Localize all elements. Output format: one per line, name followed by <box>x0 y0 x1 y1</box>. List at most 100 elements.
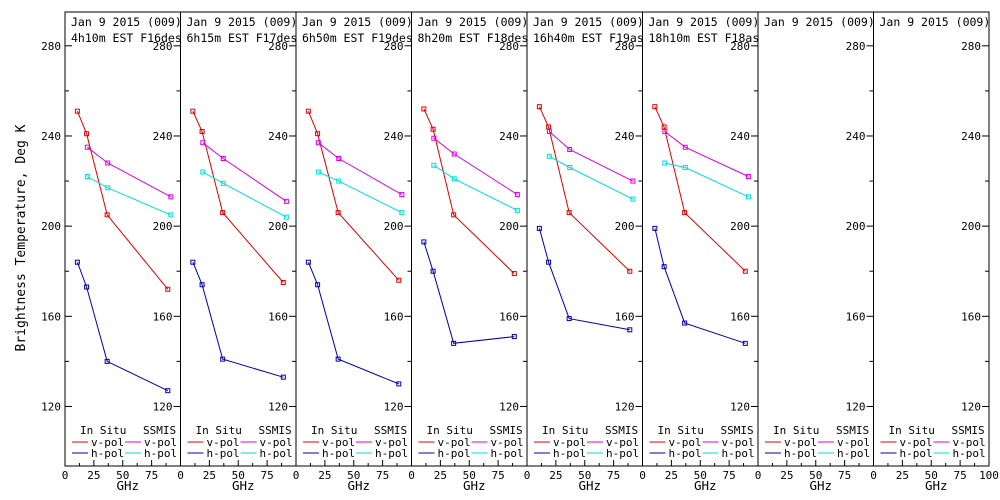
x-tick-label: 0 <box>870 469 877 482</box>
data-point-ssmis_v <box>399 192 405 198</box>
series-group <box>190 108 289 380</box>
data-point-ssmis_v <box>630 178 636 184</box>
y-tick-label: 200 <box>384 220 404 233</box>
y-tick-label: 120 <box>730 400 750 413</box>
legend-label-ssmis-h: h-pol <box>606 447 639 460</box>
data-point-in_situ_v <box>566 210 572 216</box>
legend-label-ssmis-v: v-pol <box>606 436 639 449</box>
y-tick-label: 200 <box>846 220 866 233</box>
legend-label-ssmis-v: v-pol <box>260 436 293 449</box>
legend-label-ssmis-h: h-pol <box>144 447 177 460</box>
data-point-in_situ_v <box>190 108 196 114</box>
panel-5: Jan 9 2015 (009) 16h40m EST F19asc 120 160 2… <box>524 11 643 493</box>
y-tick-label: 120 <box>499 400 519 413</box>
data-point-ssmis_h <box>745 194 751 200</box>
data-point-ssmis_v <box>220 156 226 162</box>
series-line-ssmis_v <box>202 142 287 202</box>
x-tick-label: 0 <box>62 469 69 482</box>
x-tick-label: 25 <box>87 469 100 482</box>
legend-label-in-situ-v: v-pol <box>438 436 471 449</box>
panel-title-date: Jan 9 2015 (009) <box>764 15 875 29</box>
panel-4: Jan 9 2015 (009) 8h20m EST F18des 120 160 20… <box>408 11 528 493</box>
y-tick-label-left: 160 <box>41 310 61 323</box>
panel-title-time: 18h10m EST F18asc <box>649 31 767 45</box>
series-line-ssmis_h <box>549 155 634 200</box>
y-tick-label: 240 <box>961 130 981 143</box>
data-point-ssmis_v <box>168 194 174 200</box>
y-tick-label: 160 <box>384 310 404 323</box>
legend-label-in-situ-h: h-pol <box>207 447 240 460</box>
y-tick-label-left: 240 <box>41 130 61 143</box>
panel-7: Jan 9 2015 (009) 120 160 200 240 280 0 25 50 75 GH… <box>755 11 875 493</box>
data-point-in_situ_v <box>220 210 226 216</box>
legend-ssmis-title: SSMIS <box>143 424 176 437</box>
data-point-in_situ_h <box>315 282 321 288</box>
series-line-in_situ_v <box>76 111 169 290</box>
legend-label-ssmis-h: h-pol <box>375 447 408 460</box>
y-tick-label: 280 <box>499 40 519 53</box>
panel-title-time: 6h15m EST F17des <box>187 31 298 45</box>
legend-label-in-situ-h: h-pol <box>669 447 702 460</box>
y-tick-label: 200 <box>153 220 173 233</box>
legend-label-in-situ-h: h-pol <box>784 447 817 460</box>
data-point-in_situ_h <box>335 356 341 362</box>
legend-label-ssmis-v: v-pol <box>491 436 524 449</box>
x-tick-label: 0 <box>639 469 646 482</box>
data-point-in_situ_v <box>280 279 286 285</box>
x-tick-label: 25 <box>203 469 216 482</box>
data-point-in_situ_h <box>280 374 286 380</box>
data-point-in_situ_v <box>396 277 402 283</box>
data-point-ssmis_v <box>283 198 289 204</box>
series-line-ssmis_h <box>433 164 518 211</box>
y-tick-label-left: 280 <box>41 40 61 53</box>
y-tick-label: 160 <box>268 310 288 323</box>
legend-label-in-situ-v: v-pol <box>91 436 124 449</box>
data-point-ssmis_v <box>84 144 90 150</box>
legend-label-in-situ-v: v-pol <box>669 436 702 449</box>
data-point-ssmis_v <box>567 146 573 152</box>
y-tick-label: 280 <box>961 40 981 53</box>
legend-ssmis-title: SSMIS <box>721 424 754 437</box>
x-axis-label: GHz <box>694 478 717 493</box>
data-point-in_situ_h <box>104 358 110 364</box>
y-tick-label: 280 <box>846 40 866 53</box>
panel-frame <box>757 11 874 467</box>
data-point-ssmis_h <box>105 185 111 191</box>
data-point-ssmis_h <box>200 169 206 175</box>
series-line-in_situ_v <box>192 110 284 283</box>
y-tick-label-left: 200 <box>41 220 61 233</box>
panel-8: Jan 9 2015 (009) 120 160 200 240 280 0 25 50 75 10… <box>870 11 999 493</box>
series-line-in_situ_h <box>654 228 746 344</box>
series-group <box>536 104 636 333</box>
legend-ssmis-title: SSMIS <box>259 424 292 437</box>
data-point-ssmis_h <box>220 180 226 186</box>
data-point-ssmis_v <box>105 160 111 166</box>
series-line-ssmis_h <box>664 162 749 198</box>
legend-label-in-situ-h: h-pol <box>438 447 471 460</box>
data-point-in_situ_v <box>661 124 667 130</box>
data-point-ssmis_v <box>336 156 342 162</box>
series-line-ssmis_v <box>433 137 518 196</box>
data-point-in_situ_v <box>546 124 552 130</box>
panel-title-date: Jan 9 2015 (009) <box>880 15 991 29</box>
y-tick-label: 160 <box>730 310 750 323</box>
data-point-in_situ_v <box>430 126 436 132</box>
y-tick-label: 160 <box>153 310 173 323</box>
y-tick-label: 240 <box>499 130 519 143</box>
legend-label-ssmis-h: h-pol <box>953 447 986 460</box>
legend-label-in-situ-h: h-pol <box>553 447 586 460</box>
data-point-in_situ_h <box>220 356 226 362</box>
panel-frame <box>873 11 990 467</box>
legend-label-in-situ-v: v-pol <box>207 436 240 449</box>
legend-label-ssmis-v: v-pol <box>722 436 755 449</box>
x-tick-label: 75 <box>954 469 967 482</box>
x-axis-label: GHz <box>116 478 139 493</box>
data-point-ssmis_h <box>567 165 573 171</box>
legend-in-situ-title: In Situ <box>196 424 242 437</box>
series-line-in_situ_v <box>654 106 746 272</box>
panel-3: Jan 9 2015 (009) 6h50m EST F19des 120 160 20… <box>293 11 412 493</box>
y-tick-label: 280 <box>615 40 635 53</box>
